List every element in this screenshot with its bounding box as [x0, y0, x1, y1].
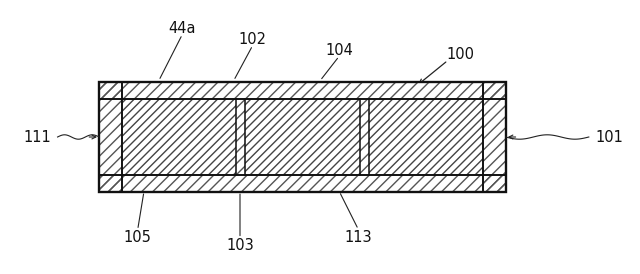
Bar — [99, 175, 506, 192]
Bar — [245, 99, 360, 175]
Text: 104: 104 — [325, 43, 353, 58]
Bar — [236, 99, 245, 175]
Bar — [360, 99, 369, 175]
Bar — [99, 82, 122, 192]
Bar — [99, 82, 506, 99]
Bar — [369, 99, 483, 175]
Bar — [122, 99, 236, 175]
Text: 100: 100 — [447, 47, 475, 62]
Bar — [483, 82, 506, 192]
Bar — [245, 99, 360, 175]
Bar — [236, 99, 245, 175]
Bar — [369, 99, 483, 175]
Text: 111: 111 — [24, 130, 51, 144]
Bar — [99, 82, 506, 192]
Bar — [483, 82, 506, 192]
Bar — [99, 175, 506, 192]
Text: 105: 105 — [124, 230, 152, 244]
Bar — [360, 99, 369, 175]
Text: 44a: 44a — [169, 21, 196, 36]
Text: 113: 113 — [344, 230, 372, 244]
Text: 102: 102 — [239, 32, 267, 47]
Bar — [99, 82, 506, 99]
Bar — [99, 82, 506, 192]
Bar — [99, 82, 122, 192]
Text: 101: 101 — [595, 130, 623, 144]
Bar — [122, 99, 236, 175]
Text: 103: 103 — [226, 238, 254, 253]
